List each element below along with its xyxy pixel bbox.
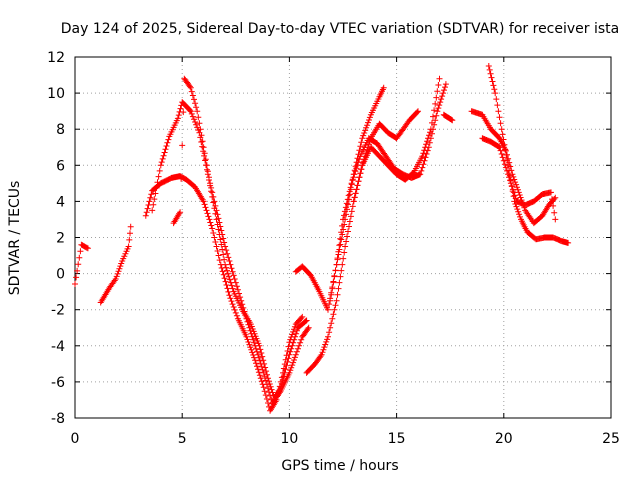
y-axis-label: SDTVAR / TECUs: [7, 181, 23, 296]
data-point-markers: [170, 75, 312, 407]
y-tick-label: -2: [51, 303, 65, 319]
series-satellite-track-2: [97, 223, 134, 306]
data-point-markers: [468, 108, 559, 227]
data-point-markers: [72, 241, 91, 287]
grid-layer: [75, 57, 611, 418]
series-satellite-track-6: [292, 84, 387, 313]
x-tick-label: 5: [178, 431, 187, 447]
data-point-markers: [149, 99, 310, 402]
series-satellite-track-3: [142, 173, 306, 414]
x-axis-label: GPS time / hours: [281, 458, 398, 474]
data-point-markers: [142, 173, 306, 414]
series-satellite-track-13: [479, 135, 559, 223]
y-tick-label: 10: [47, 86, 65, 102]
y-tick-label: -4: [51, 339, 65, 355]
series-satellite-track-5: [170, 75, 312, 407]
data-point-markers: [327, 81, 449, 304]
series-satellite-track-7: [303, 108, 421, 376]
data-point-markers: [350, 75, 443, 205]
data-point-markers: [292, 84, 387, 313]
x-tick-label: 25: [602, 431, 620, 447]
chart-title: Day 124 of 2025, Sidereal Day-to-day VTE…: [61, 21, 619, 37]
series-satellite-track-8: [327, 81, 449, 304]
data-point-markers: [479, 135, 559, 223]
series-satellite-track-9: [350, 75, 443, 205]
y-tick-label: 0: [56, 267, 65, 283]
series-satellite-track-10: [440, 111, 456, 124]
data-point-markers: [303, 108, 421, 376]
x-tick-label: 0: [71, 431, 80, 447]
y-tick-label: 8: [56, 122, 65, 138]
y-tick-label: 2: [56, 231, 65, 247]
y-tick-label: 12: [47, 50, 65, 66]
y-tick-label: 6: [56, 158, 65, 174]
x-tick-label: 20: [495, 431, 513, 447]
data-point-markers: [97, 223, 134, 306]
y-tick-label: -6: [51, 375, 65, 391]
y-tick-label: -8: [51, 411, 65, 427]
series-satellite-track-11: [468, 108, 559, 227]
y-tick-label: 4: [56, 194, 65, 210]
marks-layer: [72, 63, 572, 414]
x-tick-label: 10: [280, 431, 298, 447]
tick-layer: 0 5 10 15 20 25 -8 -6 -4 -2 0 2 4 6 8 10 12: [47, 50, 620, 447]
x-tick-label: 15: [388, 431, 406, 447]
data-point-markers: [440, 111, 456, 124]
series-satellite-track-1: [72, 241, 91, 287]
series-satellite-track-4: [149, 99, 310, 402]
